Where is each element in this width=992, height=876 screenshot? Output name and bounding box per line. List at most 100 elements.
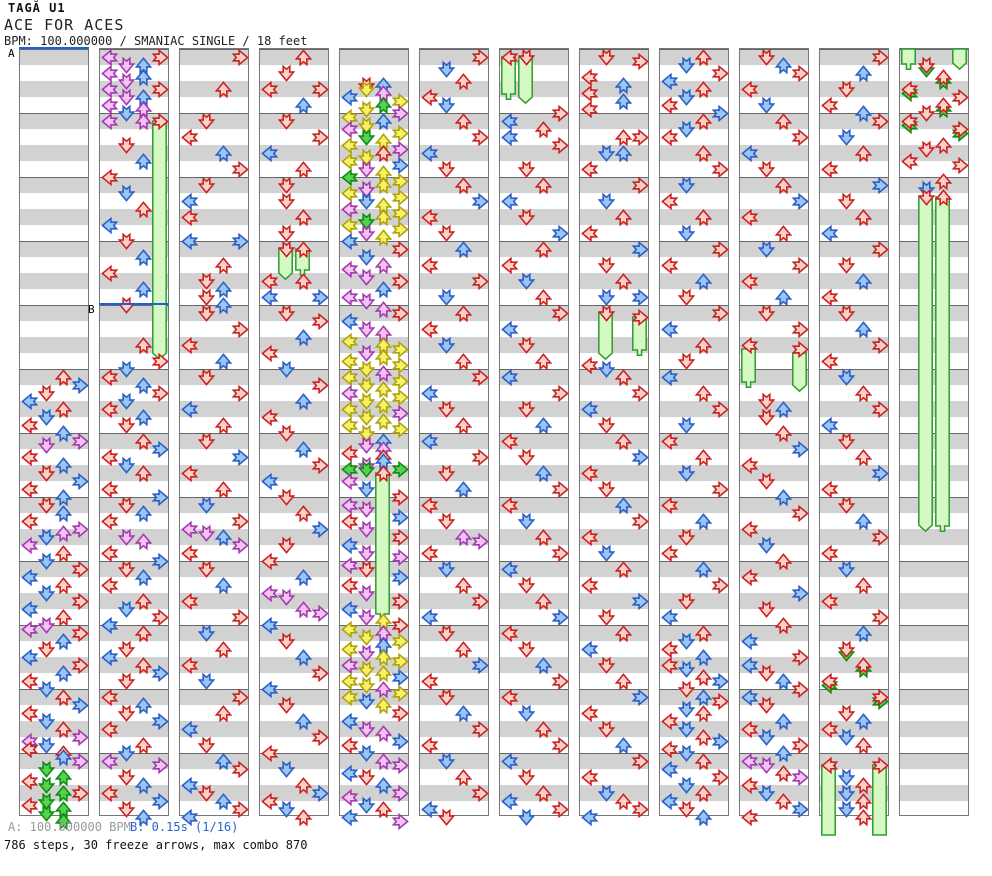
step-arrow-down (437, 560, 455, 578)
step-arrow-up (854, 576, 872, 594)
down-arrow-icon (357, 320, 375, 338)
right-arrow-icon (391, 204, 409, 222)
down-arrow-icon (597, 480, 615, 498)
right-arrow-icon (71, 432, 89, 450)
step-arrow-right (391, 272, 409, 290)
step-arrow-left (340, 512, 358, 530)
step-arrow-up (774, 712, 792, 730)
up-arrow-icon (374, 800, 392, 818)
left-arrow-icon (20, 672, 38, 690)
step-arrow-down (357, 344, 375, 362)
up-arrow-icon (294, 392, 312, 410)
step-arrow-down (277, 360, 295, 378)
left-arrow-icon (340, 736, 358, 754)
down-arrow-icon (357, 344, 375, 362)
step-arrow-left (500, 256, 518, 274)
left-arrow-icon (260, 80, 278, 98)
right-arrow-icon (391, 704, 409, 722)
down-arrow-icon (357, 268, 375, 286)
step-arrow-left (340, 600, 358, 618)
down-arrow-icon (277, 304, 295, 322)
step-arrow-up (854, 104, 872, 122)
step-arrow-left (100, 64, 118, 82)
left-arrow-icon (340, 764, 358, 782)
up-arrow-icon (694, 648, 712, 666)
step-arrow-right (551, 736, 569, 754)
step-arrow-up (134, 432, 152, 450)
down-arrow-icon (277, 536, 295, 554)
step-arrow-down (117, 744, 135, 762)
step-arrow-left (660, 192, 678, 210)
left-arrow-icon (420, 544, 438, 562)
step-arrow-left (580, 464, 598, 482)
step-arrow-left (340, 312, 358, 330)
step-arrow-left (20, 512, 38, 530)
step-arrow-right (151, 664, 169, 682)
up-arrow-icon (854, 448, 872, 466)
down-arrow-icon (517, 448, 535, 466)
step-arrow-down (37, 408, 55, 426)
step-arrow-up (54, 576, 72, 594)
left-arrow-icon (580, 100, 598, 118)
step-arrow-down (117, 296, 135, 314)
right-arrow-icon (151, 712, 169, 730)
step-arrow-up (454, 72, 472, 90)
step-arrow-down (357, 160, 375, 178)
right-arrow-icon (151, 552, 169, 570)
down-arrow-icon (837, 128, 855, 146)
down-arrow-icon (757, 784, 775, 802)
left-arrow-icon (260, 472, 278, 490)
up-arrow-icon (774, 672, 792, 690)
down-arrow-icon (357, 720, 375, 738)
down-arrow-icon (197, 784, 215, 802)
step-arrow-up (534, 416, 552, 434)
down-arrow-icon (357, 408, 375, 426)
up-arrow-icon (694, 808, 712, 826)
left-arrow-icon (340, 536, 358, 554)
left-arrow-icon (660, 792, 678, 810)
left-arrow-icon (900, 152, 918, 170)
step-arrow-left (660, 792, 678, 810)
left-arrow-icon (580, 808, 598, 826)
right-arrow-icon (871, 528, 889, 546)
step-arrow-down (357, 128, 375, 146)
right-arrow-icon (311, 128, 329, 146)
step-arrow-up (694, 272, 712, 290)
left-arrow-icon (740, 776, 758, 794)
step-arrow-left (580, 356, 598, 374)
up-arrow-icon (454, 112, 472, 130)
step-arrow-down (757, 664, 775, 682)
down-arrow-icon (37, 496, 55, 514)
step-arrow-left (180, 520, 198, 538)
step-arrow-right (711, 64, 729, 82)
step-arrow-left (340, 200, 358, 218)
left-arrow-icon (740, 568, 758, 586)
step-arrow-up (774, 792, 792, 810)
up-arrow-icon (694, 112, 712, 130)
step-arrow-up (934, 96, 952, 114)
step-arrow-up (934, 188, 952, 206)
step-arrow-left (20, 416, 38, 434)
step-arrow-up (54, 784, 72, 802)
step-arrow-down (117, 88, 135, 106)
step-arrow-down (197, 524, 215, 542)
down-arrow-icon (357, 560, 375, 578)
step-arrow-down (437, 688, 455, 706)
left-arrow-icon (100, 400, 118, 418)
step-arrow-right (871, 336, 889, 354)
down-arrow-icon (517, 336, 535, 354)
step-arrow-up (534, 240, 552, 258)
down-arrow-icon (117, 360, 135, 378)
step-arrow-down (197, 736, 215, 754)
step-arrow-right (391, 304, 409, 322)
step-arrow-down (677, 416, 695, 434)
up-arrow-icon (774, 176, 792, 194)
left-arrow-icon (340, 120, 358, 138)
up-arrow-icon (454, 304, 472, 322)
up-arrow-icon (134, 592, 152, 610)
up-arrow-icon (374, 144, 392, 162)
left-arrow-icon (20, 600, 38, 618)
step-arrow-up (134, 592, 152, 610)
step-arrow-up (534, 464, 552, 482)
right-arrow-icon (71, 696, 89, 714)
